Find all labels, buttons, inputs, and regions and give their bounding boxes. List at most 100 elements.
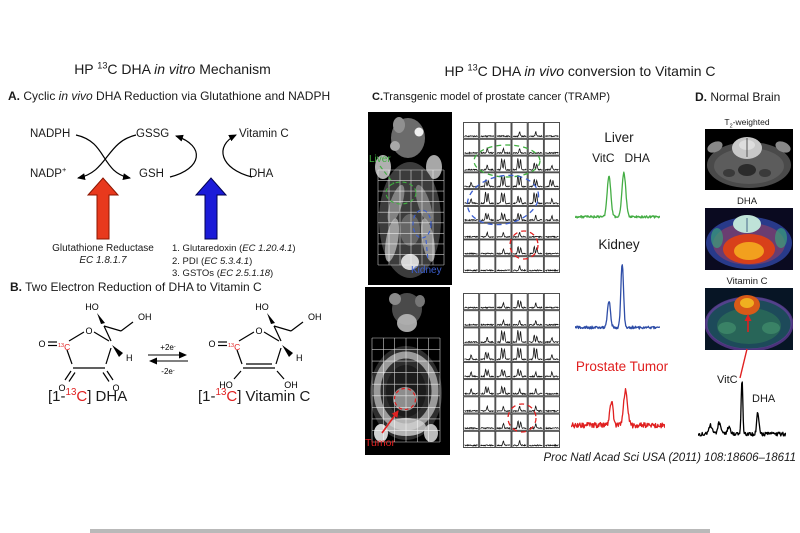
- panel-a-title-post: DHA Reduction via Glutathione and NADPH: [92, 89, 331, 103]
- tumor-arrow-icon: [381, 410, 399, 434]
- wedge-bond: [112, 345, 123, 357]
- kidney-roi-outline: [466, 174, 540, 226]
- dha-peak-label: DHA: [624, 151, 650, 165]
- enzyme-arrows: [86, 177, 228, 240]
- liver-roi-outline: [473, 144, 541, 178]
- brain-vitc-peak-label: VitC: [717, 374, 738, 386]
- brain-dha-peak-label: DHA: [752, 393, 776, 405]
- blue-block-arrow-icon: [194, 177, 228, 240]
- c13-label: 13C: [58, 342, 70, 352]
- tumor-roi-outline: [509, 230, 539, 260]
- enol-hydroxyl-label: HO: [219, 380, 233, 390]
- wedge-bond: [267, 313, 275, 324]
- kidney-spectrum-title: Kidney: [598, 237, 640, 252]
- kidney-label: Kidney: [411, 265, 442, 276]
- left-title-post: Mechanism: [195, 61, 271, 77]
- blue-enzyme-line: 2. PDI (EC 5.3.4.1): [172, 255, 253, 267]
- image-to-spectrum-connector: [739, 348, 748, 379]
- carbonyl-oxygen-label: O: [208, 339, 215, 349]
- dha-heatmap-image: [705, 208, 793, 270]
- left-title: HP 13C DHA in vitro Mechanism: [40, 61, 305, 77]
- prostate-tumor-spectrum: [571, 388, 665, 429]
- vitc-peak-label: VitC: [592, 151, 615, 165]
- panel-b-header: B. Two Electron Reduction of DHA to Vita…: [10, 280, 262, 294]
- hydroxyl-label: OH: [138, 312, 152, 322]
- right-title-em: in vivo: [524, 63, 565, 79]
- left-title-pre: HP: [74, 61, 98, 77]
- liver-spectrum-title: Liver: [604, 130, 634, 145]
- minus-2e-label: -2e-: [161, 367, 175, 376]
- panel-a-title-em: in vivo: [58, 89, 93, 103]
- dha-map-label: DHA: [736, 196, 758, 207]
- right-title-iso: 13: [467, 62, 478, 73]
- carbonyl-oxygen-label: O: [38, 339, 45, 349]
- tumor-label: Tumor: [365, 437, 395, 449]
- red-enzyme-caption: Glutathione Reductase EC 1.8.1.7: [36, 243, 170, 267]
- prostate-tumor-spectrum-title: Prostate Tumor: [575, 359, 669, 374]
- hydroxyl-label: OH: [308, 312, 322, 322]
- dha-caption: [1-13C] DHA: [48, 387, 128, 405]
- curve-gsh-to-gssg: [169, 134, 197, 178]
- panel-b-title: Two Electron Reduction of DHA to Vitamin…: [22, 280, 262, 294]
- voxel-grid-overlay: [377, 169, 445, 266]
- liver-pointer-line: [379, 165, 395, 185]
- panel-d-title: Normal Brain: [707, 90, 781, 104]
- page-edge-strip: [90, 529, 710, 533]
- ketone-oxygen-label: O: [58, 383, 65, 393]
- hydroxyl-label: HO: [85, 302, 99, 312]
- cycle-nadp: NADP+: [30, 165, 67, 180]
- left-title-mid: C DHA: [107, 61, 155, 77]
- blue-enzyme-caption: 1. Glutaredoxin (EC 1.20.4.1) 2. PDI (EC…: [172, 243, 296, 281]
- ketone-oxygen-label: O: [112, 383, 119, 393]
- tumor-roi-outline: [393, 387, 417, 411]
- left-title-em: in vitro: [154, 61, 196, 77]
- liver-roi-outline: [385, 181, 417, 205]
- curve-dha-to-vitaminc: [222, 134, 253, 178]
- right-title: HP 13C DHA in vivo conversion to Vitamin…: [415, 63, 745, 79]
- mri-mouse-axial: Tumor: [365, 287, 450, 455]
- panel-c-header: C.Transgenic model of prostate cancer (T…: [372, 91, 610, 103]
- curve-gssg-to-nadp: [77, 134, 137, 181]
- spectral-grid-upper-rois: [466, 144, 541, 260]
- blue-enzyme-line: 3. GSTOs (EC 2.5.1.18): [172, 268, 274, 279]
- panel-c-label: C.: [372, 91, 383, 103]
- kidney-spectrum: [575, 264, 660, 330]
- hydroxyl-label: HO: [255, 302, 269, 312]
- panel-c-title: Transgenic model of prostate cancer (TRA…: [383, 91, 611, 103]
- cycle-gssg: GSSG: [136, 128, 170, 140]
- ring-oxygen-label: O: [85, 326, 92, 336]
- vitaminc-map-label: Vitamin C: [726, 276, 768, 287]
- spectral-grid-upper: [463, 122, 560, 273]
- cycle-dha: DHA: [249, 168, 274, 180]
- cycle-gsh: GSH: [139, 168, 164, 180]
- right-title-post: conversion to Vitamin C: [564, 63, 716, 79]
- citation: Proc Natl Acad Sci USA (2011) 108:18606–…: [543, 452, 796, 464]
- wedge-bond: [282, 345, 293, 357]
- right-title-mid: C DHA: [477, 63, 525, 79]
- kidney-pointer-line: [425, 239, 429, 261]
- right-title-pre: HP: [444, 63, 468, 79]
- liver-label: Liver: [369, 154, 391, 165]
- ring-oxygen-label: O: [255, 326, 262, 336]
- liver-spectrum: [575, 171, 660, 219]
- wedge-bond: [97, 313, 105, 324]
- panel-b-label: B.: [10, 280, 22, 294]
- red-enzyme-ec: EC 1.8.1.7: [79, 255, 127, 266]
- vitaminc-caption: [1-13C] Vitamin C: [198, 387, 311, 405]
- c13-label: 13C: [228, 342, 240, 352]
- dha-molecule-structure: O O 13C O O HO OH H: [38, 302, 152, 393]
- t2-weighted-label: T2-weighted: [724, 117, 770, 130]
- cycle-nadph: NADPH: [30, 128, 71, 140]
- hydrogen-label: H: [296, 353, 303, 363]
- voxel-grid-overlay: [371, 337, 441, 443]
- plus-2e-label: +2e-: [160, 343, 176, 352]
- liver-peak-labels: VitC DHA: [586, 151, 656, 165]
- enol-hydroxyl-label: OH: [284, 380, 298, 390]
- red-block-arrow-icon: [86, 177, 120, 240]
- kidney-roi-outline: [412, 209, 432, 239]
- blue-enzyme-line: 1. Glutaredoxin (EC 1.20.4.1): [172, 243, 296, 254]
- left-title-iso: 13: [97, 60, 108, 71]
- vitaminc-heatmap-image: [705, 288, 793, 350]
- equilibrium-arrows-icon: +2e- -2e-: [148, 343, 188, 376]
